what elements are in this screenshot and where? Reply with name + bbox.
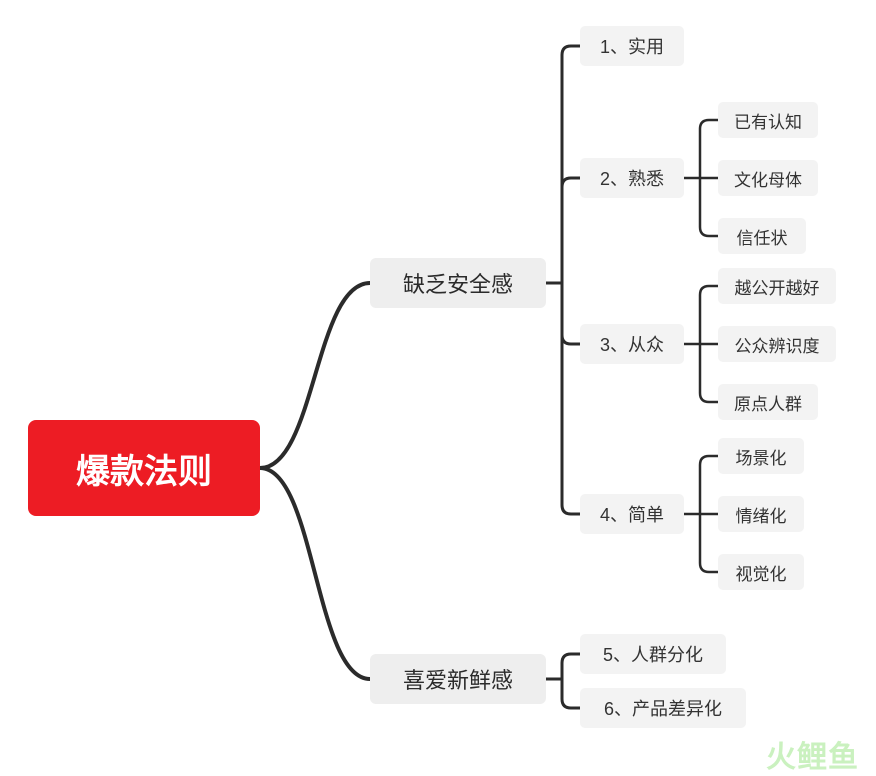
node-d6: 原点人群 <box>718 384 818 420</box>
node-root: 爆款法则 <box>28 420 260 516</box>
node-d1: 已有认知 <box>718 102 818 138</box>
node-b2: 喜爱新鲜感 <box>370 654 546 704</box>
node-d7: 场景化 <box>718 438 804 474</box>
node-d3: 信任状 <box>718 218 806 254</box>
node-c2: 2、熟悉 <box>580 158 684 198</box>
node-c1: 1、实用 <box>580 26 684 66</box>
node-d9: 视觉化 <box>718 554 804 590</box>
node-c4: 4、简单 <box>580 494 684 534</box>
node-d4: 越公开越好 <box>718 268 836 304</box>
node-b1: 缺乏安全感 <box>370 258 546 308</box>
watermark: 火鲤鱼 <box>766 732 859 776</box>
node-d2: 文化母体 <box>718 160 818 196</box>
node-d5: 公众辨识度 <box>718 326 836 362</box>
node-c6: 6、产品差异化 <box>580 688 746 728</box>
node-c5: 5、人群分化 <box>580 634 726 674</box>
node-d8: 情绪化 <box>718 496 804 532</box>
node-c3: 3、从众 <box>580 324 684 364</box>
